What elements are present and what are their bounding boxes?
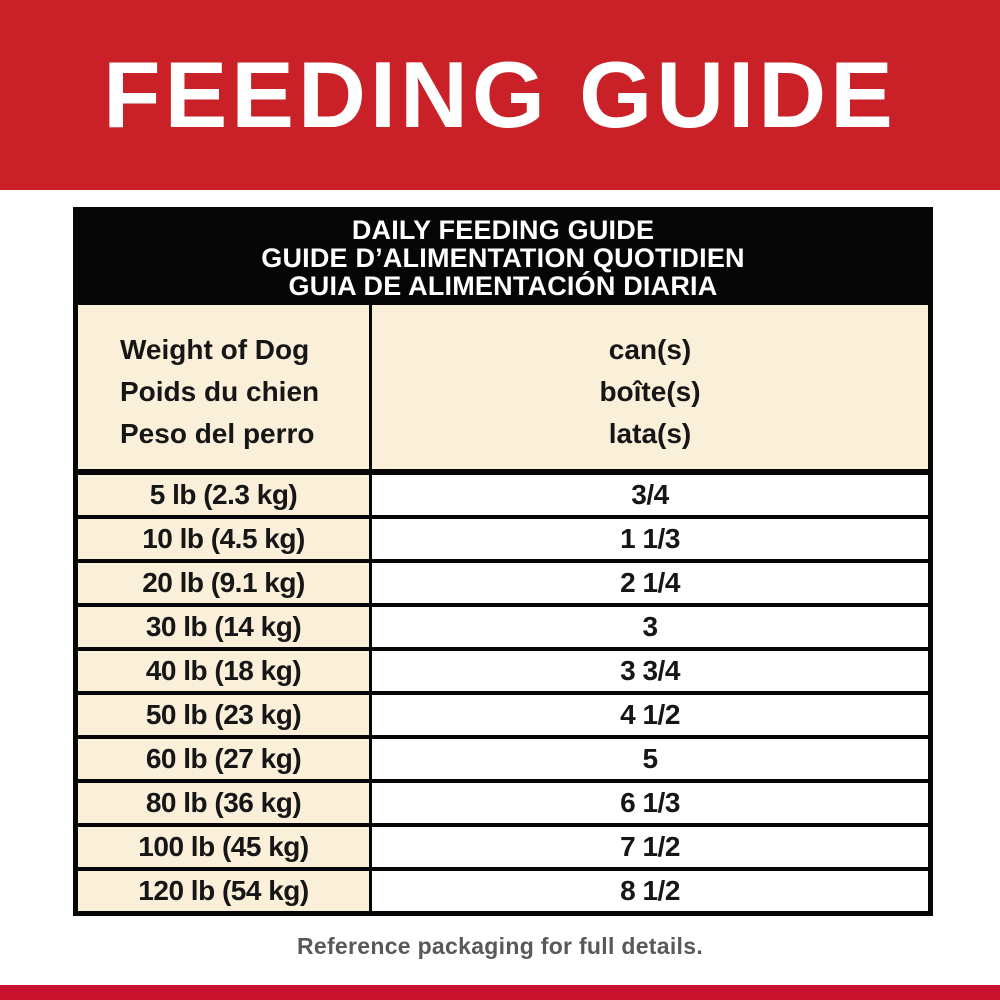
weight-cell: 60 lb (27 kg) bbox=[78, 739, 372, 779]
weight-value: 30 lb (14 kg) bbox=[145, 611, 302, 642]
cans-value: 6 1/3 bbox=[620, 787, 680, 818]
cans-value: 4 1/2 bbox=[620, 699, 680, 730]
table-title-english: DAILY FEEDING GUIDE bbox=[351, 215, 655, 245]
cans-cell: 6 1/3 bbox=[372, 783, 928, 823]
weight-value: 120 lb (54 kg) bbox=[138, 875, 309, 906]
table-title-band: DAILY FEEDING GUIDE GUIDE D’ALIMENTATION… bbox=[78, 212, 928, 305]
cans-value: 1 1/3 bbox=[620, 523, 680, 554]
cans-cell: 5 bbox=[372, 739, 928, 779]
cans-cell: 3/4 bbox=[372, 475, 928, 515]
daily-feeding-guide-table: DAILY FEEDING GUIDE GUIDE D’ALIMENTATION… bbox=[73, 207, 933, 916]
cans-cell: 4 1/2 bbox=[372, 695, 928, 735]
weight-value: 100 lb (45 kg) bbox=[138, 831, 309, 862]
cans-cell: 3 3/4 bbox=[372, 651, 928, 691]
cans-header-french: boîte(s) bbox=[599, 376, 701, 407]
cans-value: 3 3/4 bbox=[620, 655, 680, 686]
weight-header-spanish: Peso del perro bbox=[120, 418, 315, 449]
table-row: 80 lb (36 kg) 6 1/3 bbox=[78, 779, 928, 823]
cans-cell: 7 1/2 bbox=[372, 827, 928, 867]
cans-cell: 1 1/3 bbox=[372, 519, 928, 559]
weight-cell: 5 lb (2.3 kg) bbox=[78, 475, 372, 515]
cans-cell: 2 1/4 bbox=[372, 563, 928, 603]
cans-value: 3 bbox=[642, 611, 658, 642]
table-row: 30 lb (14 kg) 3 bbox=[78, 603, 928, 647]
weight-value: 40 lb (18 kg) bbox=[145, 655, 302, 686]
weight-column-header: Weight of Dog Poids du chien Peso del pe… bbox=[78, 305, 372, 469]
column-header-row: Weight of Dog Poids du chien Peso del pe… bbox=[78, 305, 928, 471]
cans-value: 5 bbox=[642, 743, 658, 774]
cans-column-header: can(s) boîte(s) lata(s) bbox=[372, 305, 928, 469]
table-title-french: GUIDE D’ALIMENTATION QUOTIDIEN bbox=[261, 243, 745, 273]
cans-value: 8 1/2 bbox=[620, 875, 680, 906]
cans-value: 7 1/2 bbox=[620, 831, 680, 862]
reference-note: Reference packaging for full details. bbox=[296, 933, 704, 959]
weight-header-english: Weight of Dog bbox=[120, 334, 310, 365]
weight-cell: 20 lb (9.1 kg) bbox=[78, 563, 372, 603]
table-row: 20 lb (9.1 kg) 2 1/4 bbox=[78, 559, 928, 603]
cans-value: 3/4 bbox=[631, 479, 669, 510]
cans-cell: 3 bbox=[372, 607, 928, 647]
feeding-guide-banner: FEEDING GUIDE bbox=[0, 0, 1000, 190]
weight-value: 5 lb (2.3 kg) bbox=[149, 479, 298, 510]
weight-value: 10 lb (4.5 kg) bbox=[142, 523, 305, 554]
weight-value: 50 lb (23 kg) bbox=[145, 699, 302, 730]
cans-value: 2 1/4 bbox=[620, 567, 680, 598]
cans-header-english: can(s) bbox=[608, 334, 692, 365]
table-row: 120 lb (54 kg) 8 1/2 bbox=[78, 867, 928, 911]
weight-header-french: Poids du chien bbox=[120, 376, 320, 407]
table-row: 5 lb (2.3 kg) 3/4 bbox=[78, 471, 928, 515]
weight-cell: 100 lb (45 kg) bbox=[78, 827, 372, 867]
weight-value: 80 lb (36 kg) bbox=[145, 787, 302, 818]
weight-value: 60 lb (27 kg) bbox=[145, 743, 302, 774]
weight-cell: 40 lb (18 kg) bbox=[78, 651, 372, 691]
table-row: 50 lb (23 kg) 4 1/2 bbox=[78, 691, 928, 735]
weight-cell: 80 lb (36 kg) bbox=[78, 783, 372, 823]
feeding-guide-title: FEEDING GUIDE bbox=[103, 42, 897, 147]
table-row: 100 lb (45 kg) 7 1/2 bbox=[78, 823, 928, 867]
cans-cell: 8 1/2 bbox=[372, 871, 928, 911]
weight-cell: 10 lb (4.5 kg) bbox=[78, 519, 372, 559]
bottom-red-strip bbox=[0, 985, 1000, 1000]
weight-cell: 120 lb (54 kg) bbox=[78, 871, 372, 911]
cans-header-spanish: lata(s) bbox=[608, 418, 692, 449]
weight-value: 20 lb (9.1 kg) bbox=[142, 567, 305, 598]
weight-cell: 50 lb (23 kg) bbox=[78, 695, 372, 735]
weight-cell: 30 lb (14 kg) bbox=[78, 607, 372, 647]
table-title-spanish: GUIA DE ALIMENTACIÓN DIARIA bbox=[288, 271, 718, 301]
table-row: 60 lb (27 kg) 5 bbox=[78, 735, 928, 779]
table-row: 40 lb (18 kg) 3 3/4 bbox=[78, 647, 928, 691]
table-row: 10 lb (4.5 kg) 1 1/3 bbox=[78, 515, 928, 559]
